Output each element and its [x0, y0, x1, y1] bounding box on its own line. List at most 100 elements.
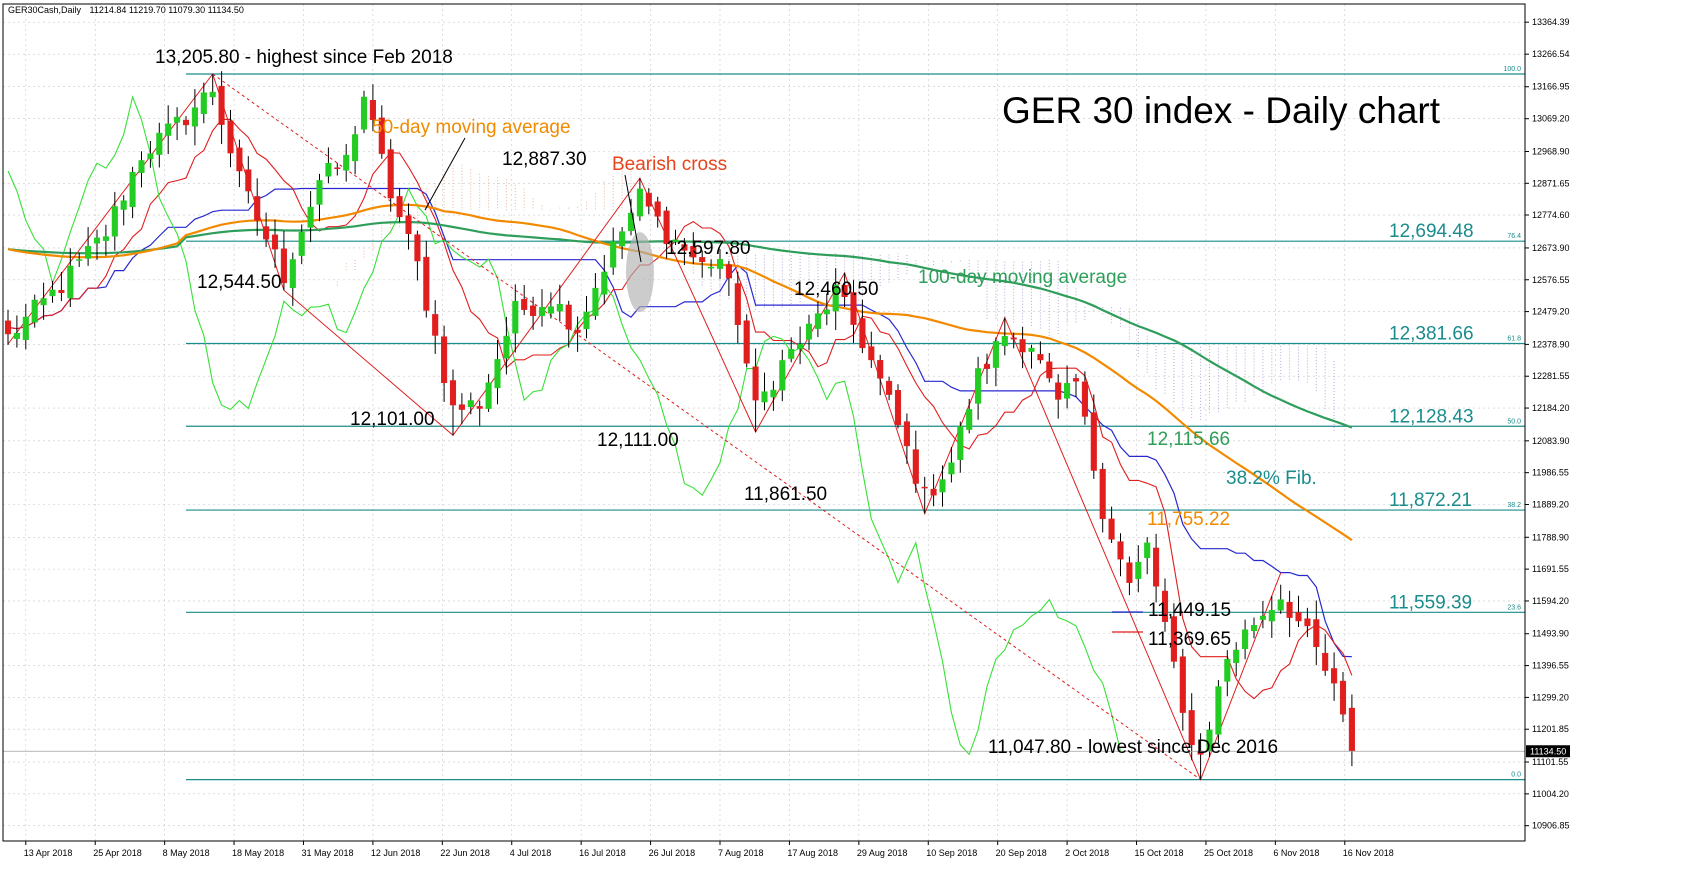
- candle: [743, 314, 750, 368]
- candle: [547, 292, 554, 319]
- candle-body: [227, 120, 234, 154]
- candle: [414, 230, 421, 281]
- swing-point-label: 11,861.50: [744, 484, 827, 505]
- candle: [921, 476, 928, 514]
- date-tick-label: 16 Nov 2018: [1343, 848, 1394, 858]
- candle: [147, 141, 154, 168]
- fib-ratio-label: 100.0: [1503, 66, 1521, 73]
- chikou-span-line: [7, 95, 1122, 756]
- candle-body: [1055, 382, 1062, 400]
- candle: [1161, 578, 1169, 632]
- candle-body: [1170, 616, 1177, 662]
- candle: [1188, 693, 1195, 761]
- candle-body: [1072, 378, 1080, 382]
- candle-body: [1028, 347, 1035, 352]
- candle: [494, 340, 501, 405]
- candle: [165, 105, 172, 155]
- date-tick-label: 29 Aug 2018: [857, 848, 908, 858]
- candle-body: [387, 149, 394, 199]
- candle-body: [619, 231, 626, 247]
- price-tick-label: 12871.65: [1532, 178, 1570, 188]
- candle-body: [592, 287, 599, 316]
- candle: [378, 105, 385, 159]
- candle-body: [663, 210, 670, 245]
- swing-point-label: 13,205.80 - highest since Feb 2018: [155, 47, 453, 68]
- candle-body: [218, 85, 225, 125]
- price-tick-label: 13166.95: [1532, 82, 1570, 92]
- candle-body: [503, 335, 510, 359]
- bearish-cross-marker: [626, 232, 654, 313]
- ma100-line: [7, 220, 1353, 429]
- price-tick-label: 12281.55: [1532, 371, 1570, 381]
- ma50-pointer: [424, 137, 466, 211]
- price-tick-label: 13266.54: [1532, 49, 1570, 59]
- bearish-cross-pointer: [624, 174, 642, 263]
- candle-body: [289, 259, 296, 289]
- indicator-label: 11,449.15: [1148, 600, 1231, 621]
- price-tick-label: 13364.39: [1532, 17, 1570, 27]
- indicator-label: 12,115.66: [1147, 429, 1230, 450]
- candle: [1224, 650, 1231, 697]
- candle-body: [1313, 619, 1320, 648]
- candle: [1046, 353, 1053, 383]
- price-tick-label: 12774.60: [1532, 210, 1570, 220]
- candle-body: [530, 305, 537, 316]
- fib-ratio-label: 61.8: [1507, 335, 1521, 342]
- candle-body: [805, 323, 813, 340]
- candle-body: [156, 132, 163, 155]
- candle-body: [13, 332, 20, 339]
- candle-body: [1090, 412, 1097, 471]
- candle: [1055, 374, 1062, 419]
- fib-ratio-label: 23.6: [1507, 604, 1521, 611]
- candle-body: [538, 306, 546, 317]
- candle: [1037, 341, 1044, 364]
- candle: [636, 178, 643, 221]
- price-tick-label: 12968.90: [1532, 146, 1570, 156]
- candle-body: [894, 390, 902, 426]
- candle-body: [458, 404, 465, 410]
- candle-body: [912, 449, 919, 484]
- candle-body: [939, 479, 946, 493]
- candle: [40, 282, 47, 320]
- candle-body: [1304, 618, 1311, 627]
- candle-body: [476, 406, 483, 409]
- candle: [1010, 332, 1017, 349]
- candle-body: [859, 318, 866, 349]
- candle-body: [574, 329, 581, 333]
- candle-body: [654, 201, 661, 217]
- candle-body: [31, 299, 38, 323]
- candle: [1108, 506, 1115, 543]
- candle-body: [325, 162, 332, 177]
- candle: [93, 229, 101, 260]
- candle: [31, 294, 38, 328]
- candle: [218, 71, 225, 145]
- candle-body: [236, 147, 243, 172]
- candle: [227, 109, 234, 168]
- candle-body: [298, 231, 305, 256]
- candle: [405, 203, 412, 250]
- candle: [449, 369, 457, 436]
- candle-body: [467, 400, 474, 407]
- candle-body: [903, 421, 910, 447]
- candle-body: [1277, 599, 1284, 611]
- candle: [458, 393, 465, 425]
- chart-title: GER 30 index - Daily chart: [1002, 90, 1441, 131]
- date-tick-label: 25 Oct 2018: [1204, 848, 1253, 858]
- candle: [316, 173, 323, 222]
- candle-body: [921, 486, 928, 489]
- candle-body: [414, 234, 421, 262]
- candle: [1339, 672, 1347, 723]
- candle: [423, 240, 430, 318]
- candle-body: [1250, 624, 1258, 632]
- candle: [601, 254, 608, 305]
- date-tick-label: 10 Sep 2018: [926, 848, 977, 858]
- candle: [814, 301, 821, 338]
- candle-body: [271, 234, 279, 250]
- candle: [512, 284, 519, 353]
- candle-body: [966, 409, 973, 430]
- price-tick-label: 11594.20: [1532, 596, 1569, 606]
- candle-body: [832, 284, 839, 312]
- swing-point-label: 12,887.30: [502, 149, 587, 170]
- candle-body: [779, 360, 786, 391]
- swing-point-label: 12,460.50: [794, 279, 879, 300]
